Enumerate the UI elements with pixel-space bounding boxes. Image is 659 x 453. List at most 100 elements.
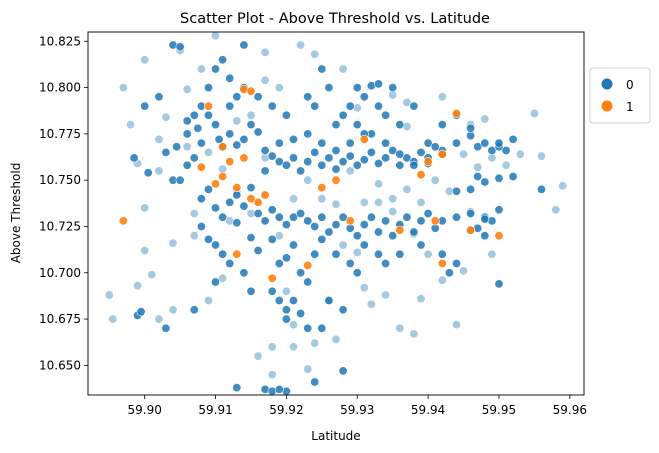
y-tick-label: 10.750 xyxy=(39,173,81,187)
data-point-series-0 xyxy=(508,134,518,144)
data-point-series-1 xyxy=(204,101,214,111)
y-axis-label: Above Threshold xyxy=(9,163,23,264)
data-point-series-0 xyxy=(317,212,327,222)
data-point-series-0 xyxy=(395,149,405,159)
data-point-series-0 xyxy=(214,134,224,144)
data-point-series-0 xyxy=(232,140,242,150)
data-point-series-0 xyxy=(381,216,391,226)
data-point-faded xyxy=(189,209,199,219)
data-point-series-0 xyxy=(310,222,320,232)
data-point-series-1 xyxy=(451,109,461,119)
data-point-faded xyxy=(104,290,114,300)
data-point-faded xyxy=(388,194,398,204)
data-point-faded xyxy=(260,75,270,85)
data-point-series-0 xyxy=(494,205,504,215)
data-point-faded xyxy=(473,162,483,172)
legend: 0 1 xyxy=(589,67,651,124)
x-axis-label: Latitude xyxy=(311,429,360,443)
data-point-series-0 xyxy=(395,249,405,259)
data-point-faded xyxy=(303,175,313,185)
chart-title: Scatter Plot - Above Threshold vs. Latit… xyxy=(180,11,490,27)
data-point-series-0 xyxy=(172,142,182,152)
data-point-series-0 xyxy=(317,323,327,333)
data-point-faded xyxy=(246,110,256,120)
data-point-series-1 xyxy=(331,175,341,185)
data-point-series-1 xyxy=(232,183,242,193)
x-tick-label: 59.96 xyxy=(553,403,587,417)
data-point-series-0 xyxy=(175,42,185,52)
data-point-series-1 xyxy=(118,216,128,226)
data-point-series-0 xyxy=(409,227,419,237)
data-point-faded xyxy=(501,160,511,170)
data-point-faded xyxy=(373,179,383,189)
data-point-series-0 xyxy=(536,184,546,194)
data-point-series-0 xyxy=(267,205,277,215)
data-point-faded xyxy=(338,240,348,250)
data-point-series-0 xyxy=(508,172,518,182)
data-point-series-0 xyxy=(218,55,228,65)
data-point-series-1 xyxy=(303,260,313,270)
data-point-series-0 xyxy=(395,160,405,170)
legend-box xyxy=(589,67,651,124)
data-point-faded xyxy=(274,231,284,241)
data-point-series-0 xyxy=(303,277,313,287)
data-point-series-0 xyxy=(423,138,433,148)
x-tick-label: 59.91 xyxy=(198,403,232,417)
data-point-series-1 xyxy=(423,157,433,167)
data-point-series-0 xyxy=(281,160,291,170)
data-point-series-0 xyxy=(267,151,277,161)
data-point-series-0 xyxy=(324,153,334,163)
y-tick-label: 10.825 xyxy=(39,34,81,48)
data-point-series-0 xyxy=(437,249,447,259)
data-point-series-1 xyxy=(253,197,263,207)
data-point-series-0 xyxy=(303,216,313,226)
data-point-series-0 xyxy=(196,138,206,148)
data-point-series-0 xyxy=(296,209,306,219)
data-point-faded xyxy=(529,109,539,119)
data-point-faded xyxy=(331,199,341,209)
y-tick-label: 10.675 xyxy=(39,312,81,326)
data-point-series-0 xyxy=(317,64,327,74)
data-point-series-0 xyxy=(189,305,199,315)
data-point-faded xyxy=(409,329,419,339)
data-point-series-0 xyxy=(373,227,383,237)
data-point-series-0 xyxy=(409,160,419,170)
data-point-faded xyxy=(402,184,412,194)
data-point-faded xyxy=(558,181,568,191)
data-point-series-0 xyxy=(274,212,284,222)
data-point-series-0 xyxy=(253,209,263,219)
data-point-series-0 xyxy=(303,157,313,167)
x-tick-label: 59.95 xyxy=(482,403,516,417)
data-point-series-0 xyxy=(239,40,249,50)
y-axis: 10.650 10.675 10.700 10.725 10.750 10.775 10.8… xyxy=(39,34,88,372)
data-point-series-0 xyxy=(225,101,235,111)
data-point-series-0 xyxy=(366,147,376,157)
data-point-series-0 xyxy=(373,159,383,169)
data-point-series-0 xyxy=(218,249,228,259)
data-point-series-0 xyxy=(140,101,150,111)
data-point-series-0 xyxy=(189,153,199,163)
data-point-faded xyxy=(147,270,157,280)
data-point-series-0 xyxy=(331,120,341,130)
data-point-series-0 xyxy=(296,166,306,176)
data-point-series-0 xyxy=(204,234,214,244)
data-point-faded xyxy=(437,275,447,285)
data-point-series-0 xyxy=(182,160,192,170)
data-point-series-1 xyxy=(494,231,504,241)
data-point-series-1 xyxy=(437,149,447,159)
x-tick-label: 59.90 xyxy=(128,403,162,417)
data-point-series-0 xyxy=(402,212,412,222)
data-point-series-1 xyxy=(267,273,277,283)
data-point-faded xyxy=(487,249,497,259)
data-point-series-0 xyxy=(310,249,320,259)
data-point-series-1 xyxy=(225,157,235,167)
data-point-series-0 xyxy=(338,305,348,315)
data-point-faded xyxy=(133,281,143,291)
data-point-series-0 xyxy=(260,166,270,176)
data-point-faded xyxy=(296,40,306,50)
data-point-faded xyxy=(288,320,298,330)
data-point-series-0 xyxy=(366,212,376,222)
data-point-faded xyxy=(437,92,447,102)
data-point-series-0 xyxy=(324,227,334,237)
data-point-faded xyxy=(395,323,405,333)
